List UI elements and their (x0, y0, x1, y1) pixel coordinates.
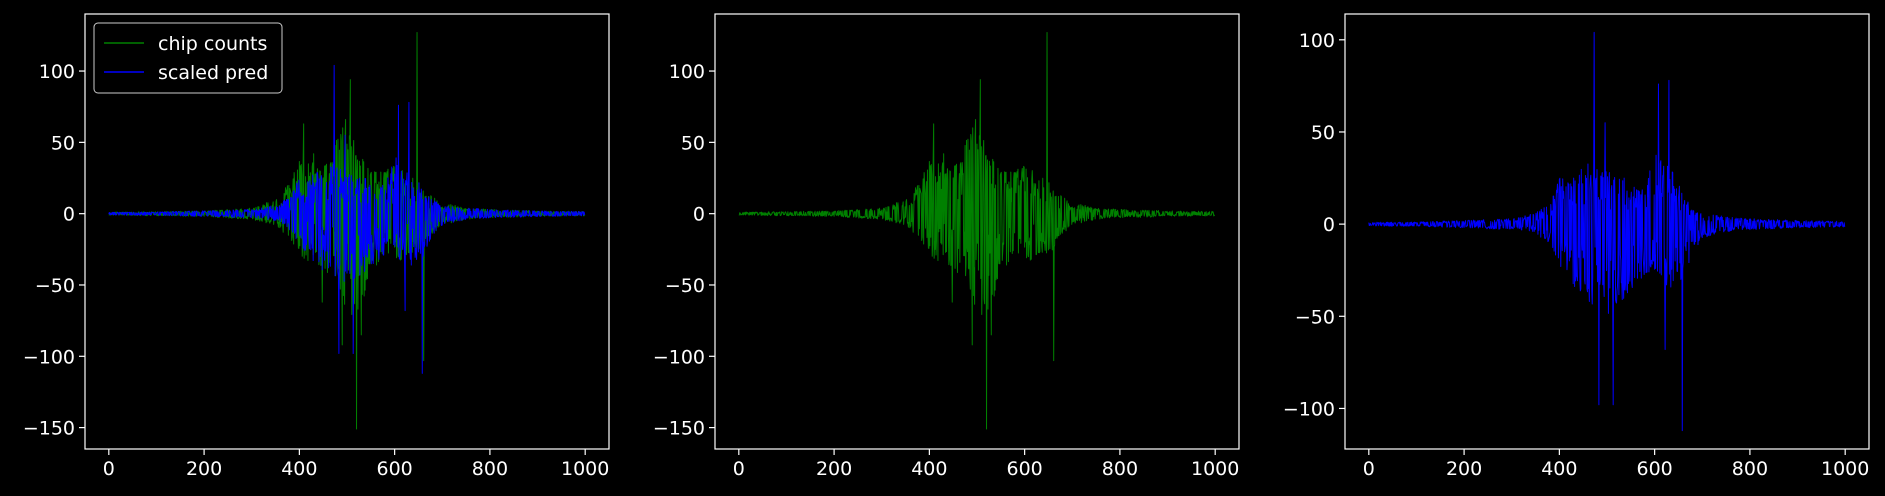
y-tick-label: −50 (1295, 306, 1335, 328)
legend-box (93, 22, 283, 94)
y-tick-label: −100 (23, 346, 75, 368)
axes-frame (84, 13, 610, 450)
x-tick-label: 400 (911, 458, 947, 480)
chart-panel-2: 0 200 400 600 800 1000 −150 −100 −50 0 50 100 (653, 13, 1240, 480)
x-tick-label: 800 (1102, 458, 1138, 480)
series-line-scaled-pred (108, 64, 586, 374)
axes-frame (1344, 13, 1870, 450)
y-tick-label: 0 (1323, 214, 1335, 236)
x-tick-label: 1000 (1191, 458, 1239, 480)
x-tick-label: 200 (1446, 458, 1482, 480)
x-tick-label: 800 (1732, 458, 1768, 480)
x-tick-label: 0 (103, 458, 115, 480)
legend: chip counts scaled pred (93, 22, 283, 94)
legend-label: scaled pred (158, 62, 268, 84)
x-tick-label: 400 (281, 458, 317, 480)
y-tick-label: −100 (653, 346, 705, 368)
y-tick-label: 0 (693, 204, 705, 226)
y-tick-label: 50 (681, 132, 705, 154)
y-tick-label: 100 (39, 61, 75, 83)
series-line-green (738, 32, 1216, 430)
y-tick-label: −50 (665, 275, 705, 297)
legend-label: chip counts (158, 33, 267, 55)
x-tick-label: 200 (816, 458, 852, 480)
y-tick-label: 50 (51, 132, 75, 154)
x-tick-label: 0 (1363, 458, 1375, 480)
x-tick-label: 800 (472, 458, 508, 480)
y-tick-label: 100 (1299, 30, 1335, 52)
y-tick-label: −150 (653, 418, 705, 440)
y-tick-label: 50 (1311, 122, 1335, 144)
x-tick-label: 600 (377, 458, 413, 480)
x-tick-label: 400 (1541, 458, 1577, 480)
x-tick-label: 1000 (1821, 458, 1869, 480)
y-tick-label: −100 (1283, 398, 1335, 420)
x-tick-label: 1000 (561, 458, 609, 480)
x-tick-label: 200 (186, 458, 222, 480)
chart-panel-3: 0 200 400 600 800 1000 −100 −50 0 50 100 (1283, 13, 1870, 480)
y-tick-label: 0 (63, 204, 75, 226)
chart-panel-1: 0 200 400 600 800 1000 −150 −100 −50 0 50 100 chip c… (23, 13, 610, 480)
x-tick-label: 0 (733, 458, 745, 480)
x-tick-label: 600 (1637, 458, 1673, 480)
y-tick-label: 100 (669, 61, 705, 83)
y-tick-label: −50 (35, 275, 75, 297)
axes-frame (714, 13, 1240, 450)
x-tick-label: 600 (1007, 458, 1043, 480)
y-tick-label: −150 (23, 418, 75, 440)
series-line-blue (1368, 31, 1846, 432)
